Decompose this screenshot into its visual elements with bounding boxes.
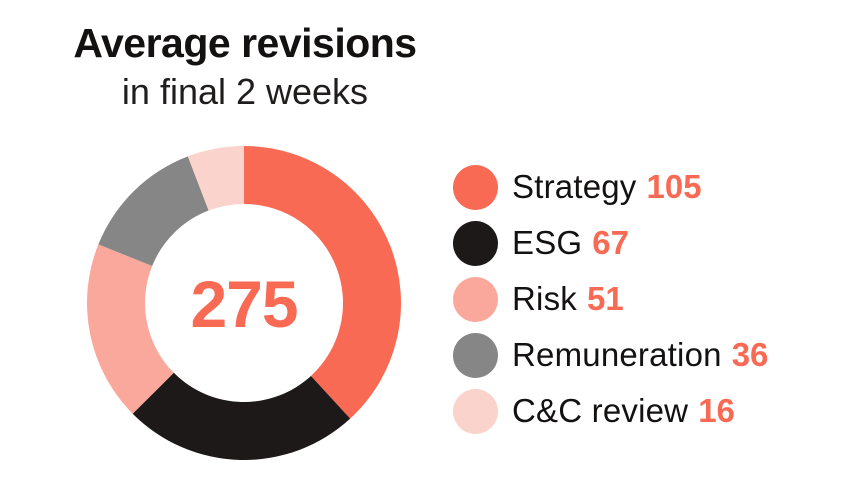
legend-value: 67 [592,224,630,261]
legend-swatch-remuneration-icon [453,332,498,378]
legend-label: C&C review [512,392,689,429]
donut-chart: 275 [87,146,401,460]
legend-item-remuneration: Remuneration 36 [453,327,768,383]
legend-swatch-cc-review-icon [453,388,498,434]
chart-header: Average revisions in final 2 weeks [0,20,490,112]
legend-item-cc-review: C&C review 16 [453,383,768,439]
legend-value: 16 [698,392,735,429]
donut-center-total: 275 [190,267,298,341]
legend-label: ESG [512,224,583,261]
legend-item-risk: Risk 51 [453,271,768,327]
donut-slice-esg [132,372,351,460]
legend-value: 51 [586,280,624,317]
donut-slice-strategy [244,146,401,419]
donut-svg [87,146,401,460]
legend-value: 105 [646,168,702,205]
legend-item-strategy: Strategy 105 [453,159,768,215]
donut-slice-risk [87,244,174,414]
donut-slice-c-c-review [187,146,244,211]
legend-swatch-risk-icon [453,276,498,322]
legend-item-esg: ESG 67 [453,215,768,271]
legend-label: Risk [512,280,577,317]
chart-subtitle: in final 2 weeks [121,71,369,113]
legend-label: Strategy [512,168,637,205]
legend-label: Remuneration [512,336,722,373]
legend-swatch-esg-icon [453,220,498,266]
donut-slice-remuneration [98,156,209,267]
legend-value: 36 [731,336,769,373]
legend-swatch-strategy-icon [453,164,498,210]
chart-title: Average revisions [73,20,417,66]
legend: Strategy 105 ESG 67 Risk 51 Remuneration… [453,159,768,439]
